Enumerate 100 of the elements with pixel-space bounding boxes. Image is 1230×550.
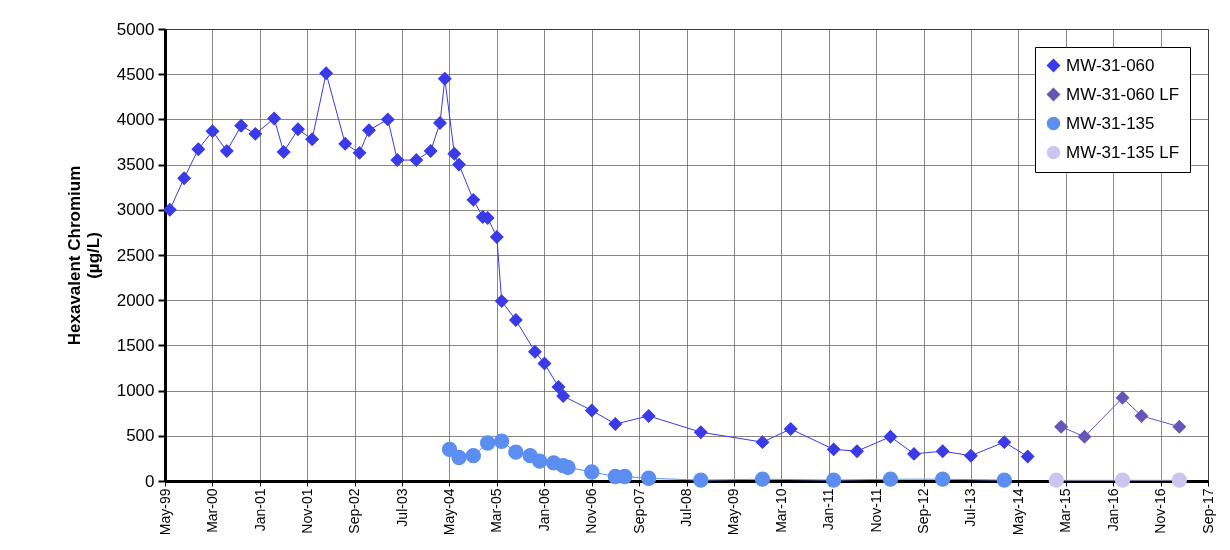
- point: [276, 145, 291, 159]
- y-axis-title: Hexavalent Chromium (µg/L): [64, 165, 103, 346]
- point: [641, 409, 656, 423]
- point: [451, 449, 467, 466]
- point: [693, 472, 709, 488]
- point: [319, 66, 333, 81]
- point: [205, 124, 220, 138]
- point: [584, 464, 600, 480]
- point: [452, 157, 466, 172]
- point: [640, 470, 657, 486]
- x-tick-label: Nov-16: [1152, 488, 1169, 534]
- point: [291, 122, 305, 137]
- point: [490, 230, 504, 244]
- point: [191, 142, 206, 156]
- y-tick-label: 1500: [116, 335, 155, 355]
- x-tick-label: Sep-07: [630, 488, 647, 534]
- x-tick-label: Sep-02: [346, 488, 363, 534]
- y-tick-label: 3000: [116, 200, 155, 220]
- point: [479, 435, 496, 451]
- point: [1048, 472, 1064, 488]
- point: [494, 294, 509, 308]
- x-tick-label: Mar-05: [488, 488, 505, 533]
- point: [1115, 391, 1130, 405]
- point: [528, 345, 542, 359]
- point: [907, 447, 921, 461]
- y-tick-label: 1000: [116, 381, 155, 401]
- point: [850, 444, 864, 458]
- point: [1171, 472, 1188, 488]
- point: [694, 425, 708, 439]
- point: [409, 153, 424, 167]
- point: [267, 111, 281, 126]
- point: [305, 132, 319, 147]
- point: [1172, 420, 1187, 434]
- point: [882, 471, 899, 487]
- legend-label: MW-31-060 LF: [1066, 84, 1180, 104]
- point: [755, 435, 770, 449]
- y-tick-label: 4000: [116, 109, 155, 129]
- point: [537, 356, 552, 371]
- x-tick-label: Nov-11: [867, 488, 884, 533]
- x-tick-label: Nov-01: [298, 488, 315, 534]
- point: [508, 444, 524, 460]
- legend-label: MW-31-135: [1066, 113, 1155, 133]
- point: [1020, 449, 1035, 464]
- point: [934, 471, 951, 487]
- point: [935, 444, 950, 458]
- y-tick-label: 2500: [116, 245, 155, 265]
- x-tick-label: Jan-11: [820, 488, 837, 531]
- y-tick-label: 500: [126, 426, 155, 446]
- x-tick-label: Sep-17: [1199, 488, 1216, 534]
- point: [964, 448, 978, 463]
- x-tick-label: Jan-16: [1104, 488, 1121, 532]
- point: [248, 127, 263, 141]
- y-tick-label: 3500: [116, 155, 155, 175]
- x-tick-label: May-09: [725, 488, 742, 536]
- point: [1077, 429, 1092, 444]
- point: [997, 435, 1012, 449]
- point: [220, 144, 234, 158]
- point: [177, 171, 191, 185]
- x-tick-label: Mar-15: [1057, 488, 1074, 533]
- point: [338, 137, 352, 151]
- legend-label: MW-31-060: [1066, 55, 1155, 75]
- point: [234, 119, 248, 133]
- point: [608, 417, 623, 431]
- point: [447, 147, 462, 161]
- x-tick-label: Jul-13: [962, 488, 979, 527]
- x-tick-label: Mar-10: [772, 488, 789, 533]
- point: [433, 116, 447, 130]
- point: [438, 72, 452, 86]
- point: [390, 153, 405, 167]
- point: [493, 433, 510, 449]
- point: [551, 380, 566, 394]
- point: [783, 422, 798, 436]
- y-tick-label: 2000: [116, 290, 155, 310]
- point: [1114, 472, 1131, 488]
- point: [996, 472, 1012, 488]
- point: [362, 123, 376, 137]
- point: [423, 144, 438, 158]
- y-tick-label: 0: [145, 471, 155, 491]
- y-tick-label: 4500: [116, 64, 155, 84]
- point: [754, 471, 771, 487]
- point: [466, 193, 481, 207]
- x-tick-label: Jul-03: [393, 488, 410, 527]
- x-tick-label: Jan-01: [251, 488, 268, 532]
- point: [381, 112, 395, 127]
- x-tick-label: Jul-08: [678, 488, 694, 527]
- point: [352, 146, 367, 160]
- point: [531, 453, 548, 469]
- point: [465, 448, 481, 464]
- legend-label: MW-31-135 LF: [1066, 142, 1180, 162]
- point: [556, 389, 570, 403]
- point: [826, 442, 841, 457]
- x-tick-label: Jan-06: [535, 488, 552, 532]
- y-tick-label: 5000: [116, 19, 155, 39]
- x-tick-label: Sep-12: [915, 488, 932, 534]
- point: [825, 472, 842, 488]
- point: [585, 403, 599, 418]
- point: [1134, 409, 1149, 423]
- x-tick-label: Nov-06: [583, 488, 600, 534]
- point: [883, 429, 898, 444]
- x-tick-label: Mar-00: [203, 488, 220, 533]
